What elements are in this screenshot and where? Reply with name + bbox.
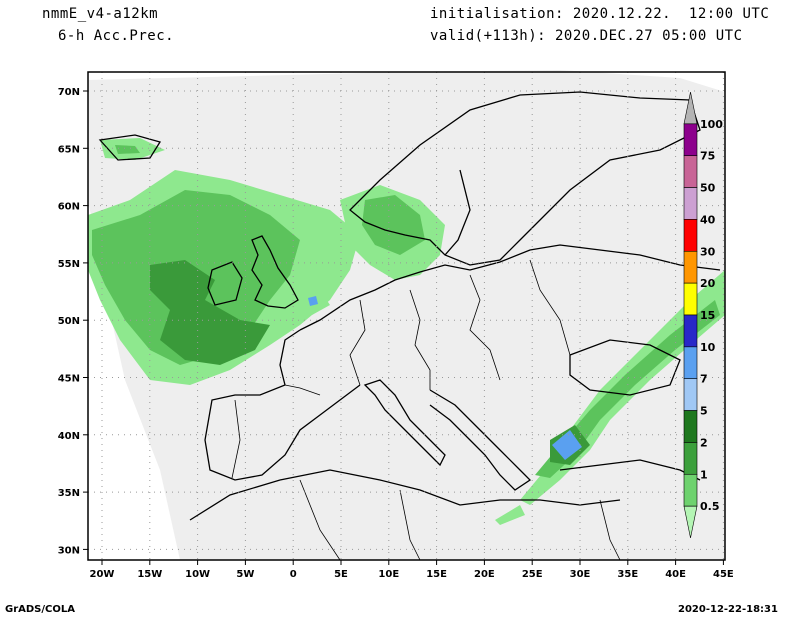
lat-tick-label: 55N: [58, 259, 80, 270]
colorbar-label: 75: [700, 150, 715, 163]
lon-tick-label: 25E: [522, 569, 543, 580]
country-borders: [231, 259, 621, 561]
colorbar-swatch: [683, 505, 698, 539]
colorbar-swatch: [683, 250, 698, 284]
lon-tick-label: 30E: [570, 569, 591, 580]
model-name: nmmE_v4-a12km: [42, 6, 159, 22]
lon-tick-label: 45E: [713, 569, 734, 580]
colorbar-label: 7: [700, 373, 708, 386]
colorbar-swatch: [683, 346, 698, 380]
map-frame: [87, 71, 726, 561]
lon-tick-label: 15E: [426, 569, 447, 580]
lon-tick-label: 0: [290, 569, 297, 580]
colorbar-swatch: [683, 314, 698, 348]
colorbar-swatch: [683, 282, 698, 316]
colorbar-label: 50: [700, 182, 716, 195]
lat-tick-label: 45N: [58, 374, 80, 385]
colorbar: 0.5 1 2 5 7 10 15 20 30 40 50 75 100: [683, 91, 723, 539]
footer-software: GrADS/COLA: [5, 604, 75, 615]
colorbar-label: 1: [700, 468, 708, 481]
colorbar-swatch: [683, 123, 698, 157]
colorbar-swatch: [683, 410, 698, 443]
lon-tick-label: 10E: [378, 569, 399, 580]
lon-tick-label: 10W: [185, 569, 210, 580]
valid-time: valid(+113h): 2020.DEC.27 05:00 UTC: [430, 28, 743, 44]
precip-atlantic: [88, 138, 360, 385]
colorbar-label: 15: [700, 309, 715, 322]
colorbar-label: 2: [700, 436, 708, 449]
lat-tick-label: 70N: [58, 87, 80, 98]
colorbar-label: 20: [700, 277, 716, 290]
lat-tick-label: 65N: [58, 144, 80, 155]
init-time: initialisation: 2020.12.22. 12:00 UTC: [430, 6, 770, 22]
axis-ticks: 20W 15W 10W 5W 0 5E 10E 15E 20E 25E 30E 35E 40E 45E70…: [58, 87, 734, 580]
colorbar-swatch: [683, 378, 698, 411]
colorbar-label: 30: [700, 245, 716, 258]
colorbar-swatch: [683, 155, 698, 188]
colorbar-label: 10: [700, 341, 716, 354]
colorbar-swatch: [683, 442, 698, 475]
lon-tick-label: 15W: [137, 569, 162, 580]
lon-tick-label: 35E: [617, 569, 638, 580]
lon-tick-label: 40E: [665, 569, 686, 580]
lat-tick-label: 60N: [58, 202, 80, 213]
precip-east-med: [495, 270, 725, 525]
lon-tick-label: 20W: [90, 569, 115, 580]
colorbar-label: 40: [700, 213, 716, 226]
colorbar-label: 0.5: [700, 500, 720, 513]
lon-tick-label: 20E: [474, 569, 495, 580]
lon-tick-label: 5E: [334, 569, 348, 580]
coastlines: [98, 91, 721, 521]
lat-tick-label: 50N: [58, 316, 80, 327]
colorbar-swatch: [683, 219, 698, 252]
lat-tick-label: 35N: [58, 488, 80, 499]
colorbar-swatch: [683, 473, 698, 507]
lat-tick-label: 40N: [58, 431, 80, 442]
lon-tick-label: 5W: [236, 569, 254, 580]
footer-timestamp: 2020-12-22-18:31: [678, 604, 778, 615]
colorbar-swatch: [683, 187, 698, 220]
colorbar-label: 5: [700, 405, 708, 418]
lat-lon-grid: [88, 72, 725, 560]
field-name: 6-h Acc.Prec.: [58, 28, 175, 44]
lat-tick-label: 30N: [58, 545, 80, 556]
colorbar-label: 100: [700, 118, 723, 131]
